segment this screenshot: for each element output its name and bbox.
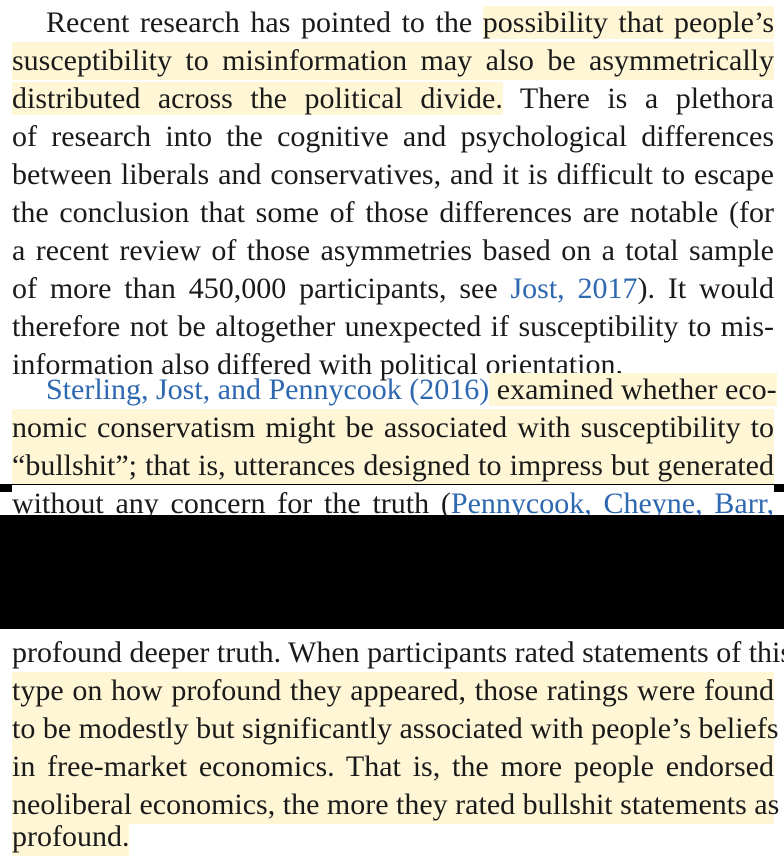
text-span: There is a plethora: [502, 82, 774, 115]
text-line: profound deeper truth. When participants…: [12, 636, 784, 669]
highlighted-text: neoliberal economics, the more they rate…: [12, 786, 779, 824]
highlighted-text: examined whether eco-: [489, 373, 777, 406]
citation-link[interactable]: Jost, 2017: [510, 272, 638, 305]
highlighted-text: nomic conservatism might be associated w…: [12, 409, 774, 447]
text-line: Recent research has pointed to the possi…: [12, 4, 774, 42]
citation-link[interactable]: Pennycook, Cheyne, Barr,: [450, 487, 775, 520]
redaction-block: [0, 515, 784, 629]
text-span: without any concern for the truth (: [12, 487, 451, 520]
highlighted-text: “bullshit”; that is, utterances designed…: [12, 447, 774, 485]
citation-link[interactable]: Sterling, Jost, and Pennycook (2016): [46, 373, 490, 406]
text-span: ). It would: [637, 272, 774, 305]
highlighted-text: in free-market economics. That is, the m…: [12, 748, 774, 786]
highlighted-text: susceptibility to misinformation may als…: [12, 42, 774, 80]
text-span: Recent research has pointed to the: [46, 6, 483, 39]
text-line: of more than 450,000 participants, see J…: [12, 270, 774, 308]
highlighted-text: distributed across the political divide.: [12, 82, 503, 115]
text-line: a recent review of those asymmetries bas…: [12, 234, 774, 267]
text-span: of more than 450,000 participants, see: [12, 272, 511, 305]
text-line: Sterling, Jost, and Pennycook (2016) exa…: [12, 371, 777, 409]
text-line: the conclusion that some of those differ…: [12, 196, 774, 229]
text-line: therefore not be altogether unexpected i…: [12, 310, 774, 343]
highlighted-text: possibility that people’s: [482, 6, 774, 39]
highlighted-text: profound.: [12, 818, 130, 856]
text-line: of research into the cognitive and psych…: [12, 120, 774, 153]
highlighted-text: to be modestly but significantly associa…: [12, 710, 779, 748]
text-line: between liberals and conservatives, and …: [12, 158, 774, 191]
text-line: distributed across the political divide.…: [12, 80, 774, 118]
highlighted-text: type on how profound they appeared, thos…: [12, 672, 774, 710]
